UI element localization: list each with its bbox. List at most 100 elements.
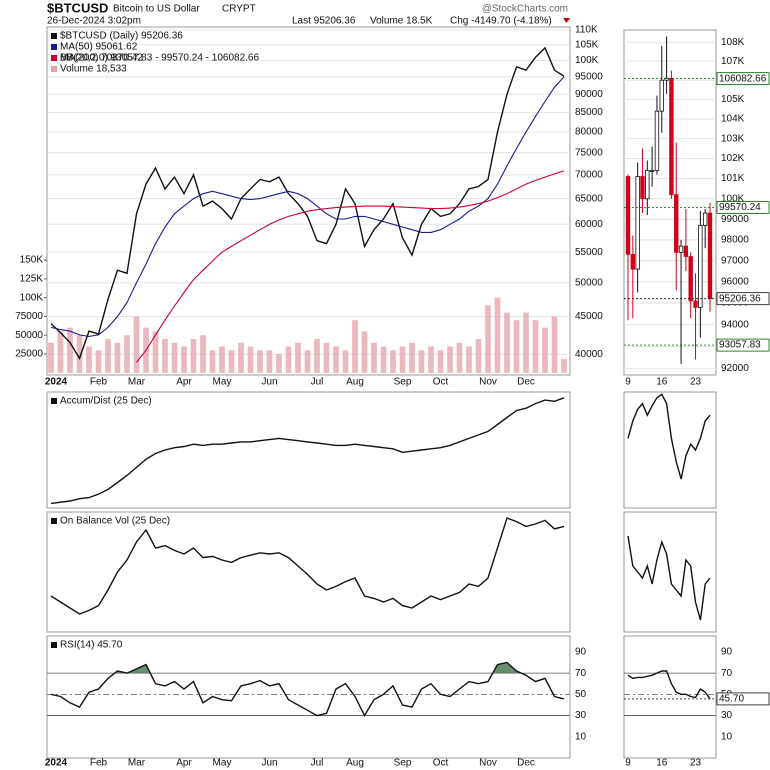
volume-bar	[133, 316, 140, 373]
y-tick-label: 107K	[721, 56, 745, 67]
x-tick-label: Sep	[394, 377, 412, 388]
y-tick-label: 97000	[721, 255, 749, 266]
marker-box	[716, 338, 770, 352]
legend-swatch	[51, 44, 57, 50]
volume-bar	[399, 346, 406, 373]
y-tick-label: 103K	[721, 133, 745, 144]
volume-bar	[380, 346, 387, 373]
volume-bar	[295, 342, 301, 373]
candle-body	[693, 300, 698, 308]
y-tick-label: 65000	[575, 193, 603, 204]
volume-bar	[285, 346, 292, 373]
x-tick-label: Oct	[433, 377, 449, 388]
volume-bar	[494, 297, 501, 373]
legend-entry: MA(50) 95061.62	[60, 42, 138, 53]
volume-bar	[162, 338, 168, 373]
volume-bar	[437, 350, 444, 373]
panel-frame	[46, 26, 571, 376]
x-tick-label: Aug	[346, 377, 364, 388]
y-tick-label: 104K	[721, 114, 745, 125]
volume-bar	[95, 350, 102, 373]
volume-bar	[456, 342, 463, 373]
y-tick-label: 45000	[575, 311, 603, 322]
volume-bar	[523, 312, 529, 373]
volume-bar	[542, 327, 548, 373]
legend-entry: MA(200) 70870.42	[60, 53, 143, 64]
candle-body	[625, 176, 631, 255]
candle-body	[640, 176, 645, 200]
volume-bar	[513, 320, 520, 373]
y-tick-label: 10	[721, 731, 733, 742]
y-tick-label: 90	[575, 647, 587, 658]
y-tick-label: 70	[721, 668, 733, 679]
y-tick-label: 105K	[721, 94, 745, 105]
candle-body	[698, 224, 703, 308]
x-tick-label: Mar	[128, 758, 146, 769]
volume-bar	[551, 316, 558, 373]
marker-label: 99570.24	[719, 202, 761, 213]
annotation: BB(20,2.0) 93057.83 - 99570.24 - 106082.…	[60, 53, 259, 64]
marker-box	[716, 292, 770, 306]
exchange: CRYPT	[222, 4, 256, 15]
x-tick-label: 9	[625, 758, 631, 769]
volume-bar	[504, 312, 510, 373]
candle-body	[678, 245, 684, 253]
panel-frame	[623, 635, 717, 759]
candle-body	[683, 245, 689, 257]
series-line	[50, 397, 565, 505]
panel-frame	[46, 391, 571, 509]
series-line	[627, 670, 711, 700]
y-tick-label: 50000	[575, 277, 603, 288]
x-tick-label: 23	[690, 377, 702, 388]
legend-entry: $BTCUSD (Daily) 95206.36	[60, 31, 183, 42]
candle-body	[688, 256, 693, 302]
volume-bar	[485, 305, 491, 373]
y-tick-label: 10	[575, 731, 587, 742]
x-tick-label: Apr	[176, 377, 192, 388]
candle-body	[707, 212, 713, 300]
x-tick-label: 16	[656, 758, 668, 769]
overbought-fill	[51, 662, 564, 674]
volume-bar	[247, 346, 254, 373]
x-tick-label: Sep	[394, 758, 412, 769]
x-tick-label: Oct	[433, 758, 449, 769]
volume-bar	[105, 338, 111, 373]
volume-bar	[371, 342, 377, 373]
volume-bar	[219, 346, 225, 373]
y-tick-label: 92000	[721, 363, 749, 374]
y-tick-label: 70	[575, 668, 587, 679]
series-line	[627, 393, 711, 480]
y-tick-label: 101K	[721, 173, 745, 184]
y-tick-label: 60000	[575, 219, 603, 230]
y-tick-label: 98000	[721, 234, 749, 245]
volume-bar	[114, 342, 121, 373]
candle-body	[659, 79, 664, 112]
x-tick-label: 2024	[45, 377, 68, 388]
y-tick-label: 90	[721, 647, 733, 658]
volume-bar	[124, 335, 130, 373]
y-tick-label: 90000	[575, 89, 603, 100]
volume-bar	[190, 338, 197, 373]
volume-bar	[238, 342, 244, 373]
volume-bar	[409, 342, 415, 373]
volume-bar	[352, 320, 358, 373]
candle-body	[702, 212, 708, 226]
x-tick-label: Aug	[346, 758, 364, 769]
marker-label: 93057.83	[719, 340, 761, 351]
y2-tick-label: 75000	[15, 311, 43, 322]
panel-frame	[46, 635, 571, 759]
series-line	[50, 76, 565, 337]
series-line	[627, 535, 711, 621]
datetime: 26-Dec-2024 3:02pm	[47, 16, 141, 27]
volume-bar	[181, 346, 187, 373]
volume-bar	[304, 350, 311, 373]
volume-bar	[257, 350, 263, 373]
y-tick-label: 30	[575, 710, 587, 721]
candle-body	[669, 77, 674, 196]
volume-bar	[361, 331, 368, 373]
volume-bar	[333, 346, 339, 373]
y-tick-label: 80000	[575, 127, 603, 138]
y-tick-label: 70000	[575, 169, 603, 180]
x-tick-label: 9	[625, 377, 631, 388]
y-tick-label: 100K	[575, 55, 599, 66]
